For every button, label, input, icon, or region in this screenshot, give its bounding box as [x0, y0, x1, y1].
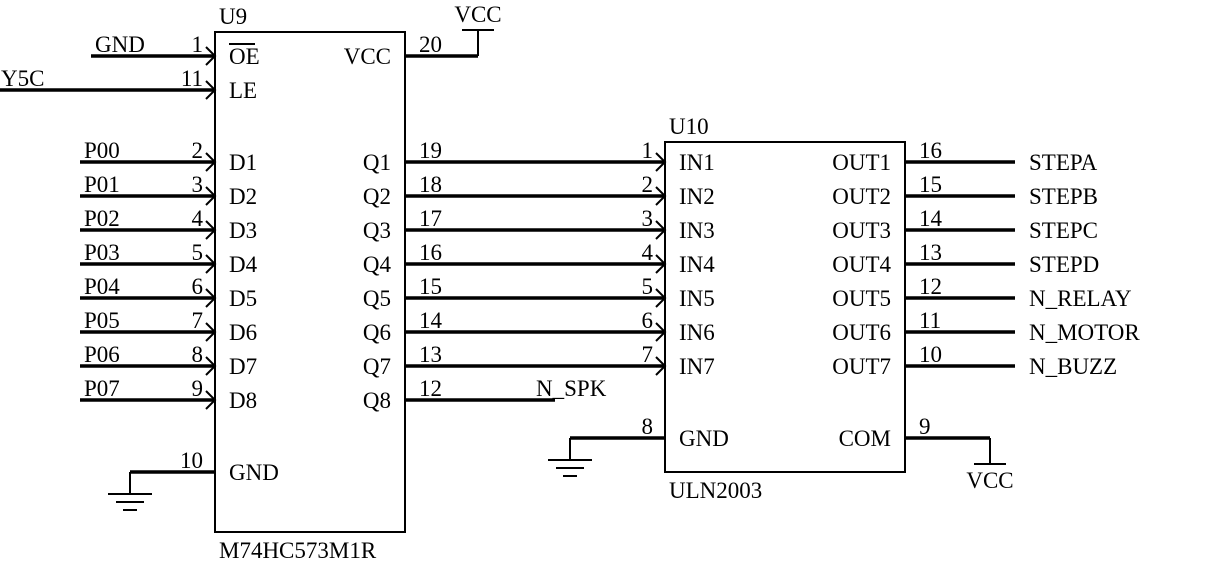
svg-text:2: 2 — [192, 138, 204, 163]
svg-text:Q1: Q1 — [363, 150, 391, 175]
svg-text:OUT4: OUT4 — [832, 252, 891, 277]
svg-text:5: 5 — [642, 274, 654, 299]
svg-text:STEPC: STEPC — [1029, 218, 1098, 243]
svg-text:VCC: VCC — [966, 468, 1013, 493]
svg-text:1: 1 — [642, 138, 654, 163]
svg-text:Q2: Q2 — [363, 184, 391, 209]
svg-text:IN2: IN2 — [679, 184, 715, 209]
svg-text:12: 12 — [419, 376, 442, 401]
svg-text:P01: P01 — [84, 172, 120, 197]
svg-text:19: 19 — [419, 138, 442, 163]
svg-text:20: 20 — [419, 32, 442, 57]
svg-text:15: 15 — [919, 172, 942, 197]
svg-text:2: 2 — [642, 172, 654, 197]
svg-text:OUT1: OUT1 — [832, 150, 891, 175]
svg-text:3: 3 — [642, 206, 654, 231]
schematic-diagram: U9M74HC573M1R1OEGND11LEY5C2D1P003D2P014D… — [0, 0, 1207, 570]
svg-text:P06: P06 — [84, 342, 120, 367]
svg-text:P07: P07 — [84, 376, 120, 401]
svg-text:N_RELAY: N_RELAY — [1029, 286, 1132, 311]
svg-text:GND: GND — [229, 460, 279, 485]
svg-text:OUT7: OUT7 — [832, 354, 891, 379]
svg-text:D2: D2 — [229, 184, 257, 209]
svg-text:VCC: VCC — [344, 44, 391, 69]
svg-text:IN5: IN5 — [679, 286, 715, 311]
svg-text:7: 7 — [192, 308, 204, 333]
svg-text:STEPA: STEPA — [1029, 150, 1098, 175]
svg-text:15: 15 — [419, 274, 442, 299]
svg-text:16: 16 — [419, 240, 442, 265]
svg-text:D6: D6 — [229, 320, 257, 345]
svg-text:OUT2: OUT2 — [832, 184, 891, 209]
svg-text:D4: D4 — [229, 252, 258, 277]
svg-text:N_MOTOR: N_MOTOR — [1029, 320, 1140, 345]
svg-text:STEPB: STEPB — [1029, 184, 1098, 209]
svg-text:Q4: Q4 — [363, 252, 392, 277]
svg-text:6: 6 — [642, 308, 654, 333]
svg-text:IN1: IN1 — [679, 150, 715, 175]
svg-text:OUT5: OUT5 — [832, 286, 891, 311]
svg-text:IN7: IN7 — [679, 354, 715, 379]
svg-text:7: 7 — [642, 342, 654, 367]
svg-text:IN3: IN3 — [679, 218, 715, 243]
svg-text:1: 1 — [192, 32, 204, 57]
svg-text:12: 12 — [919, 274, 942, 299]
svg-text:GND: GND — [95, 32, 145, 57]
svg-text:GND: GND — [679, 426, 729, 451]
svg-text:16: 16 — [919, 138, 942, 163]
svg-text:OUT6: OUT6 — [832, 320, 891, 345]
u9-part: M74HC573M1R — [219, 538, 377, 563]
svg-text:10: 10 — [180, 448, 203, 473]
svg-text:9: 9 — [192, 376, 204, 401]
svg-text:P00: P00 — [84, 138, 120, 163]
svg-text:P04: P04 — [84, 274, 120, 299]
svg-text:17: 17 — [419, 206, 442, 231]
svg-text:3: 3 — [192, 172, 204, 197]
svg-text:P05: P05 — [84, 308, 120, 333]
svg-text:Q7: Q7 — [363, 354, 391, 379]
svg-text:6: 6 — [192, 274, 204, 299]
svg-text:D5: D5 — [229, 286, 257, 311]
svg-text:4: 4 — [192, 206, 204, 231]
svg-text:P03: P03 — [84, 240, 120, 265]
svg-text:LE: LE — [229, 78, 257, 103]
svg-text:8: 8 — [192, 342, 204, 367]
u9-body — [215, 32, 405, 532]
svg-text:D3: D3 — [229, 218, 257, 243]
svg-text:IN6: IN6 — [679, 320, 715, 345]
svg-text:11: 11 — [919, 308, 941, 333]
svg-text:8: 8 — [642, 414, 654, 439]
svg-text:10: 10 — [919, 342, 942, 367]
svg-text:P02: P02 — [84, 206, 120, 231]
svg-text:Q6: Q6 — [363, 320, 391, 345]
u10-part: ULN2003 — [669, 478, 762, 503]
svg-text:14: 14 — [919, 206, 943, 231]
u9-ref: U9 — [219, 4, 247, 29]
svg-text:14: 14 — [419, 308, 443, 333]
svg-text:Q8: Q8 — [363, 388, 391, 413]
svg-text:D8: D8 — [229, 388, 257, 413]
svg-text:5: 5 — [192, 240, 204, 265]
svg-text:11: 11 — [181, 66, 203, 91]
svg-text:13: 13 — [919, 240, 942, 265]
svg-text:D1: D1 — [229, 150, 257, 175]
svg-text:STEPD: STEPD — [1029, 252, 1099, 277]
svg-text:OE: OE — [229, 44, 260, 69]
svg-text:IN4: IN4 — [679, 252, 715, 277]
svg-text:N_BUZZ: N_BUZZ — [1029, 354, 1117, 379]
u10-ref: U10 — [669, 114, 709, 139]
svg-text:VCC: VCC — [454, 2, 501, 27]
svg-text:18: 18 — [419, 172, 442, 197]
svg-text:N_SPK: N_SPK — [536, 376, 607, 401]
svg-text:4: 4 — [642, 240, 654, 265]
svg-text:COM: COM — [839, 426, 891, 451]
svg-text:Y5C: Y5C — [1, 66, 44, 91]
svg-text:Q3: Q3 — [363, 218, 391, 243]
svg-text:Q5: Q5 — [363, 286, 391, 311]
svg-text:OUT3: OUT3 — [832, 218, 891, 243]
svg-text:9: 9 — [919, 414, 931, 439]
svg-text:13: 13 — [419, 342, 442, 367]
svg-text:D7: D7 — [229, 354, 257, 379]
